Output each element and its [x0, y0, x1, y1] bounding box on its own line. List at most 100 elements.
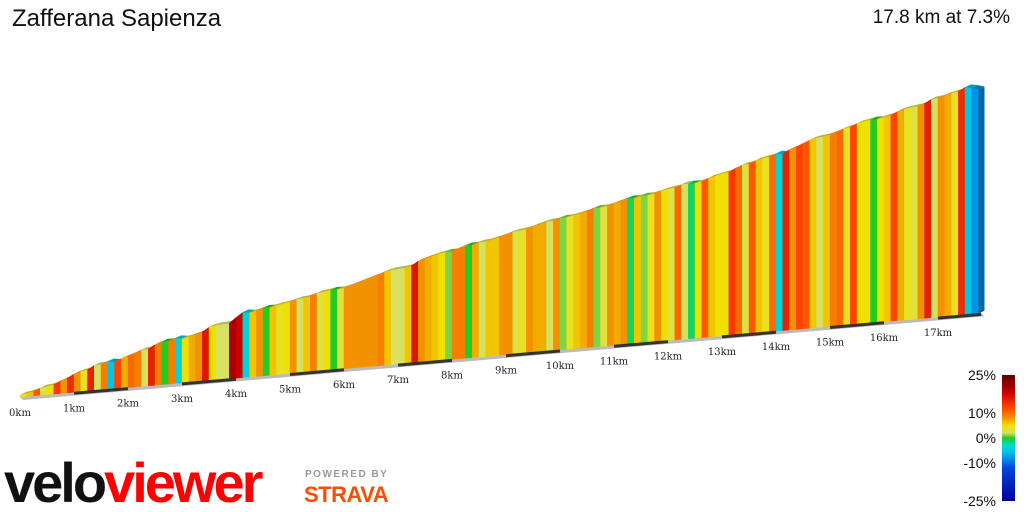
- gradient-segment-top: [593, 204, 607, 209]
- legend-label: -25%: [963, 493, 996, 508]
- km-tick-label: 2km: [117, 399, 139, 410]
- km-tick-label: 17km: [924, 328, 953, 339]
- gradient-segment-top: [249, 307, 263, 313]
- gradient-segment: [505, 231, 513, 355]
- gradient-segment: [188, 334, 196, 383]
- gradient-segment: [937, 95, 945, 318]
- km-tick-label: 11km: [600, 356, 629, 367]
- gradient-segment: [708, 175, 716, 338]
- powered-by-label: POWERED BY: [305, 469, 388, 480]
- page-title: Zafferana Sapienza: [12, 5, 222, 32]
- gradient-segment-top: [661, 186, 674, 191]
- gradient-segment: [202, 326, 210, 382]
- gradient-segment-top: [735, 162, 749, 169]
- gradient-segment: [526, 226, 534, 354]
- gradient-segment-top: [290, 296, 303, 302]
- gradient-segment: [330, 289, 338, 371]
- gradient-segment-top: [276, 300, 290, 306]
- gradient-segment-top: [870, 116, 884, 120]
- gradient-segment: [809, 137, 817, 329]
- gradient-segment-top: [587, 205, 600, 212]
- gradient-segment: [465, 244, 473, 359]
- gradient-segment: [917, 103, 925, 320]
- gradient-segment: [323, 289, 331, 371]
- gradient-segment-top: [101, 358, 114, 365]
- gradient-segment: [762, 156, 770, 333]
- legend-label: -10%: [963, 455, 996, 471]
- gradient-segment-top: [499, 231, 512, 238]
- gradient-segment: [674, 184, 682, 341]
- km-tick-label: 16km: [870, 333, 899, 344]
- gradient-segment-top: [857, 118, 870, 124]
- gradient-segment: [485, 239, 493, 357]
- km-tick-label: 9km: [495, 366, 517, 377]
- gradient-legend: 25% 10% 0% -10% -25%: [963, 367, 1015, 508]
- gradient-segment-top: [573, 210, 587, 216]
- gradient-segment: [499, 234, 507, 356]
- gradient-segment-top: [330, 286, 344, 291]
- gradient-segment: [694, 181, 702, 339]
- gradient-segment-top: [755, 155, 769, 161]
- gradient-segment-top: [107, 358, 121, 363]
- gradient-segment-top: [668, 184, 681, 190]
- gradient-segment: [303, 295, 311, 373]
- gradient-segment-top: [188, 331, 202, 337]
- gradient-segment-top: [155, 338, 168, 345]
- gradient-segment-top: [904, 104, 917, 110]
- gradient-segment: [951, 91, 959, 317]
- gradient-segment-top: [506, 229, 519, 235]
- gradient-segment: [60, 377, 68, 394]
- gradient-segment-top: [391, 265, 404, 271]
- gradient-segments: [19, 84, 985, 400]
- gradient-segment: [647, 193, 655, 343]
- km-base-segment: [397, 358, 453, 367]
- km-base-segment: [289, 368, 345, 376]
- gradient-segment-top: [256, 305, 269, 311]
- gradient-segment-top: [418, 255, 431, 262]
- gradient-segment: [802, 139, 810, 330]
- gradient-segment: [141, 348, 149, 387]
- gradient-segment: [215, 324, 223, 381]
- gradient-segment: [850, 123, 858, 325]
- gradient-segment: [94, 364, 102, 391]
- km-tick-label: 12km: [654, 352, 683, 363]
- gradient-segment-top: [742, 160, 755, 166]
- gradient-segment-top: [134, 347, 148, 354]
- km-tick-label: 10km: [546, 361, 575, 372]
- gradient-segment: [634, 195, 642, 344]
- gradient-segment: [175, 338, 183, 384]
- gradient-segment-top: [938, 92, 951, 99]
- gradient-segment-top: [398, 264, 411, 269]
- gradient-segment: [256, 307, 264, 377]
- gradient-segment: [161, 341, 169, 385]
- gradient-segment-top: [377, 269, 391, 276]
- gradient-segment: [856, 121, 864, 325]
- gradient-segment-top: [580, 208, 593, 214]
- logo-velo: velo: [4, 451, 106, 508]
- gradient-segment-top: [438, 249, 452, 255]
- gradient-segment-top: [560, 214, 573, 219]
- gradient-segment: [195, 331, 203, 382]
- legend-label: 10%: [968, 405, 996, 421]
- gradient-segment: [397, 267, 405, 365]
- gradient-segment: [357, 279, 365, 368]
- gradient-segment-top: [175, 335, 188, 339]
- gradient-segment: [134, 349, 142, 388]
- gradient-segment-top: [897, 106, 911, 112]
- gradient-segment: [620, 198, 628, 345]
- gradient-segment-top: [526, 223, 539, 230]
- gradient-segment-top: [452, 245, 465, 252]
- gradient-segment-top: [317, 288, 330, 294]
- gradient-segment: [519, 228, 527, 354]
- gradient-segment-top: [425, 253, 438, 259]
- gradient-segment: [553, 217, 561, 351]
- gradient-segment-top: [654, 187, 668, 194]
- logo-viewer: viewer: [104, 451, 263, 508]
- gradient-segment: [877, 117, 885, 323]
- gradient-segment-top: [492, 234, 506, 240]
- gradient-segment: [492, 237, 500, 357]
- gradient-segment: [208, 325, 216, 381]
- gradient-segment-top: [614, 198, 627, 204]
- gradient-segment-top: [263, 304, 276, 309]
- gradient-segment-top: [458, 242, 472, 249]
